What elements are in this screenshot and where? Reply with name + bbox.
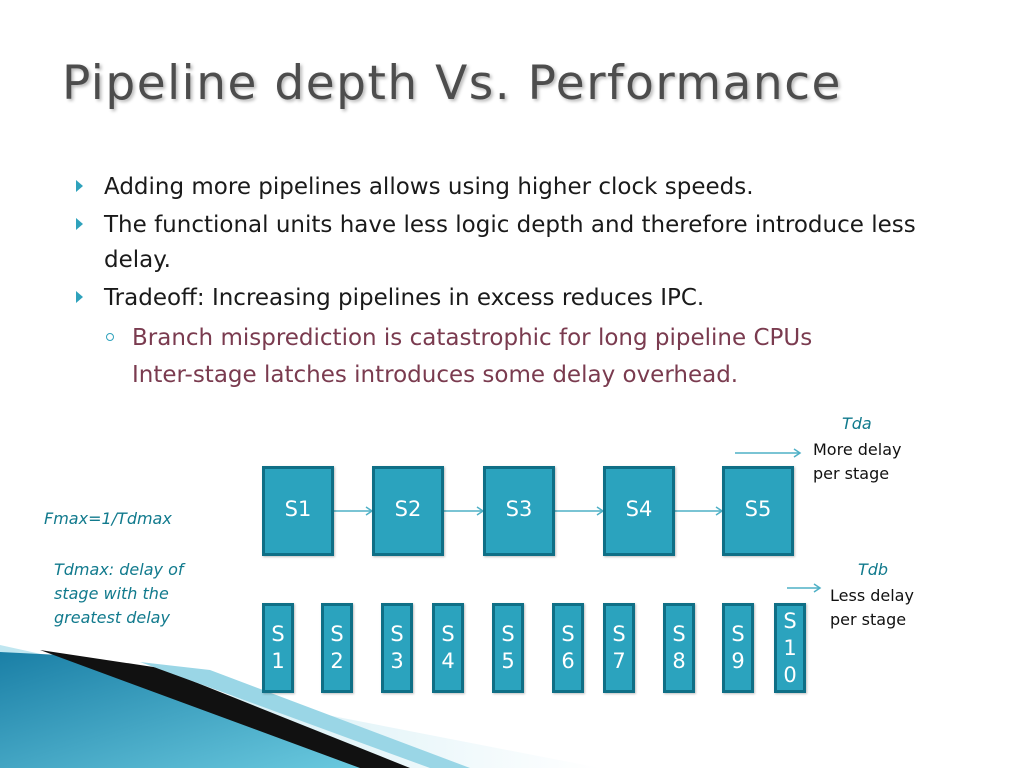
bullet-list: Adding more pipelines allows using highe… [76,170,976,394]
stage-box-s2: S2 [372,466,444,556]
sub-bullet-item: Inter-stage latches introduces some dela… [76,356,976,394]
sub-bullet-circle-icon [106,333,114,341]
sub-bullet-text: Inter-stage latches introduces some dela… [132,362,739,388]
fmax-label: Fmax=1/Tdmax [44,509,172,528]
bullet-triangle-icon [76,218,83,230]
stage-box-s3: S3 [483,466,555,556]
stage-box-s4: S4 [603,466,675,556]
bullet-item: The functional units have less logic dep… [76,208,976,278]
tdb-note: Less delay per stage [830,586,914,629]
tdmax-note: Tdmax: delay of stage with the greatest … [54,560,184,627]
bullet-text: Adding more pipelines allows using highe… [104,174,754,200]
tdb-label: Tdb [858,560,889,579]
sub-bullet-item: Branch misprediction is catastrophic for… [76,319,976,357]
arrow-tdb-head [813,583,822,593]
bullet-text: Tradeoff: Increasing pipelines in excess… [104,285,705,311]
arrow-tda-head [793,448,802,458]
sub-bullet-text: Branch misprediction is catastrophic for… [132,325,813,351]
bullet-item: Tradeoff: Increasing pipelines in excess… [76,281,976,316]
tda-label: Tda [842,414,872,433]
bullet-text: The functional units have less logic dep… [104,212,916,273]
tda-note: More delay per stage [813,440,902,483]
stage-box-s1: S1 [262,466,334,556]
slide-title: Pipeline depth Vs. Performance [62,56,842,111]
bullet-item: Adding more pipelines allows using highe… [76,170,976,205]
bullet-triangle-icon [76,180,83,192]
stage-box-s5: S5 [722,466,794,556]
bullet-triangle-icon [76,291,83,303]
